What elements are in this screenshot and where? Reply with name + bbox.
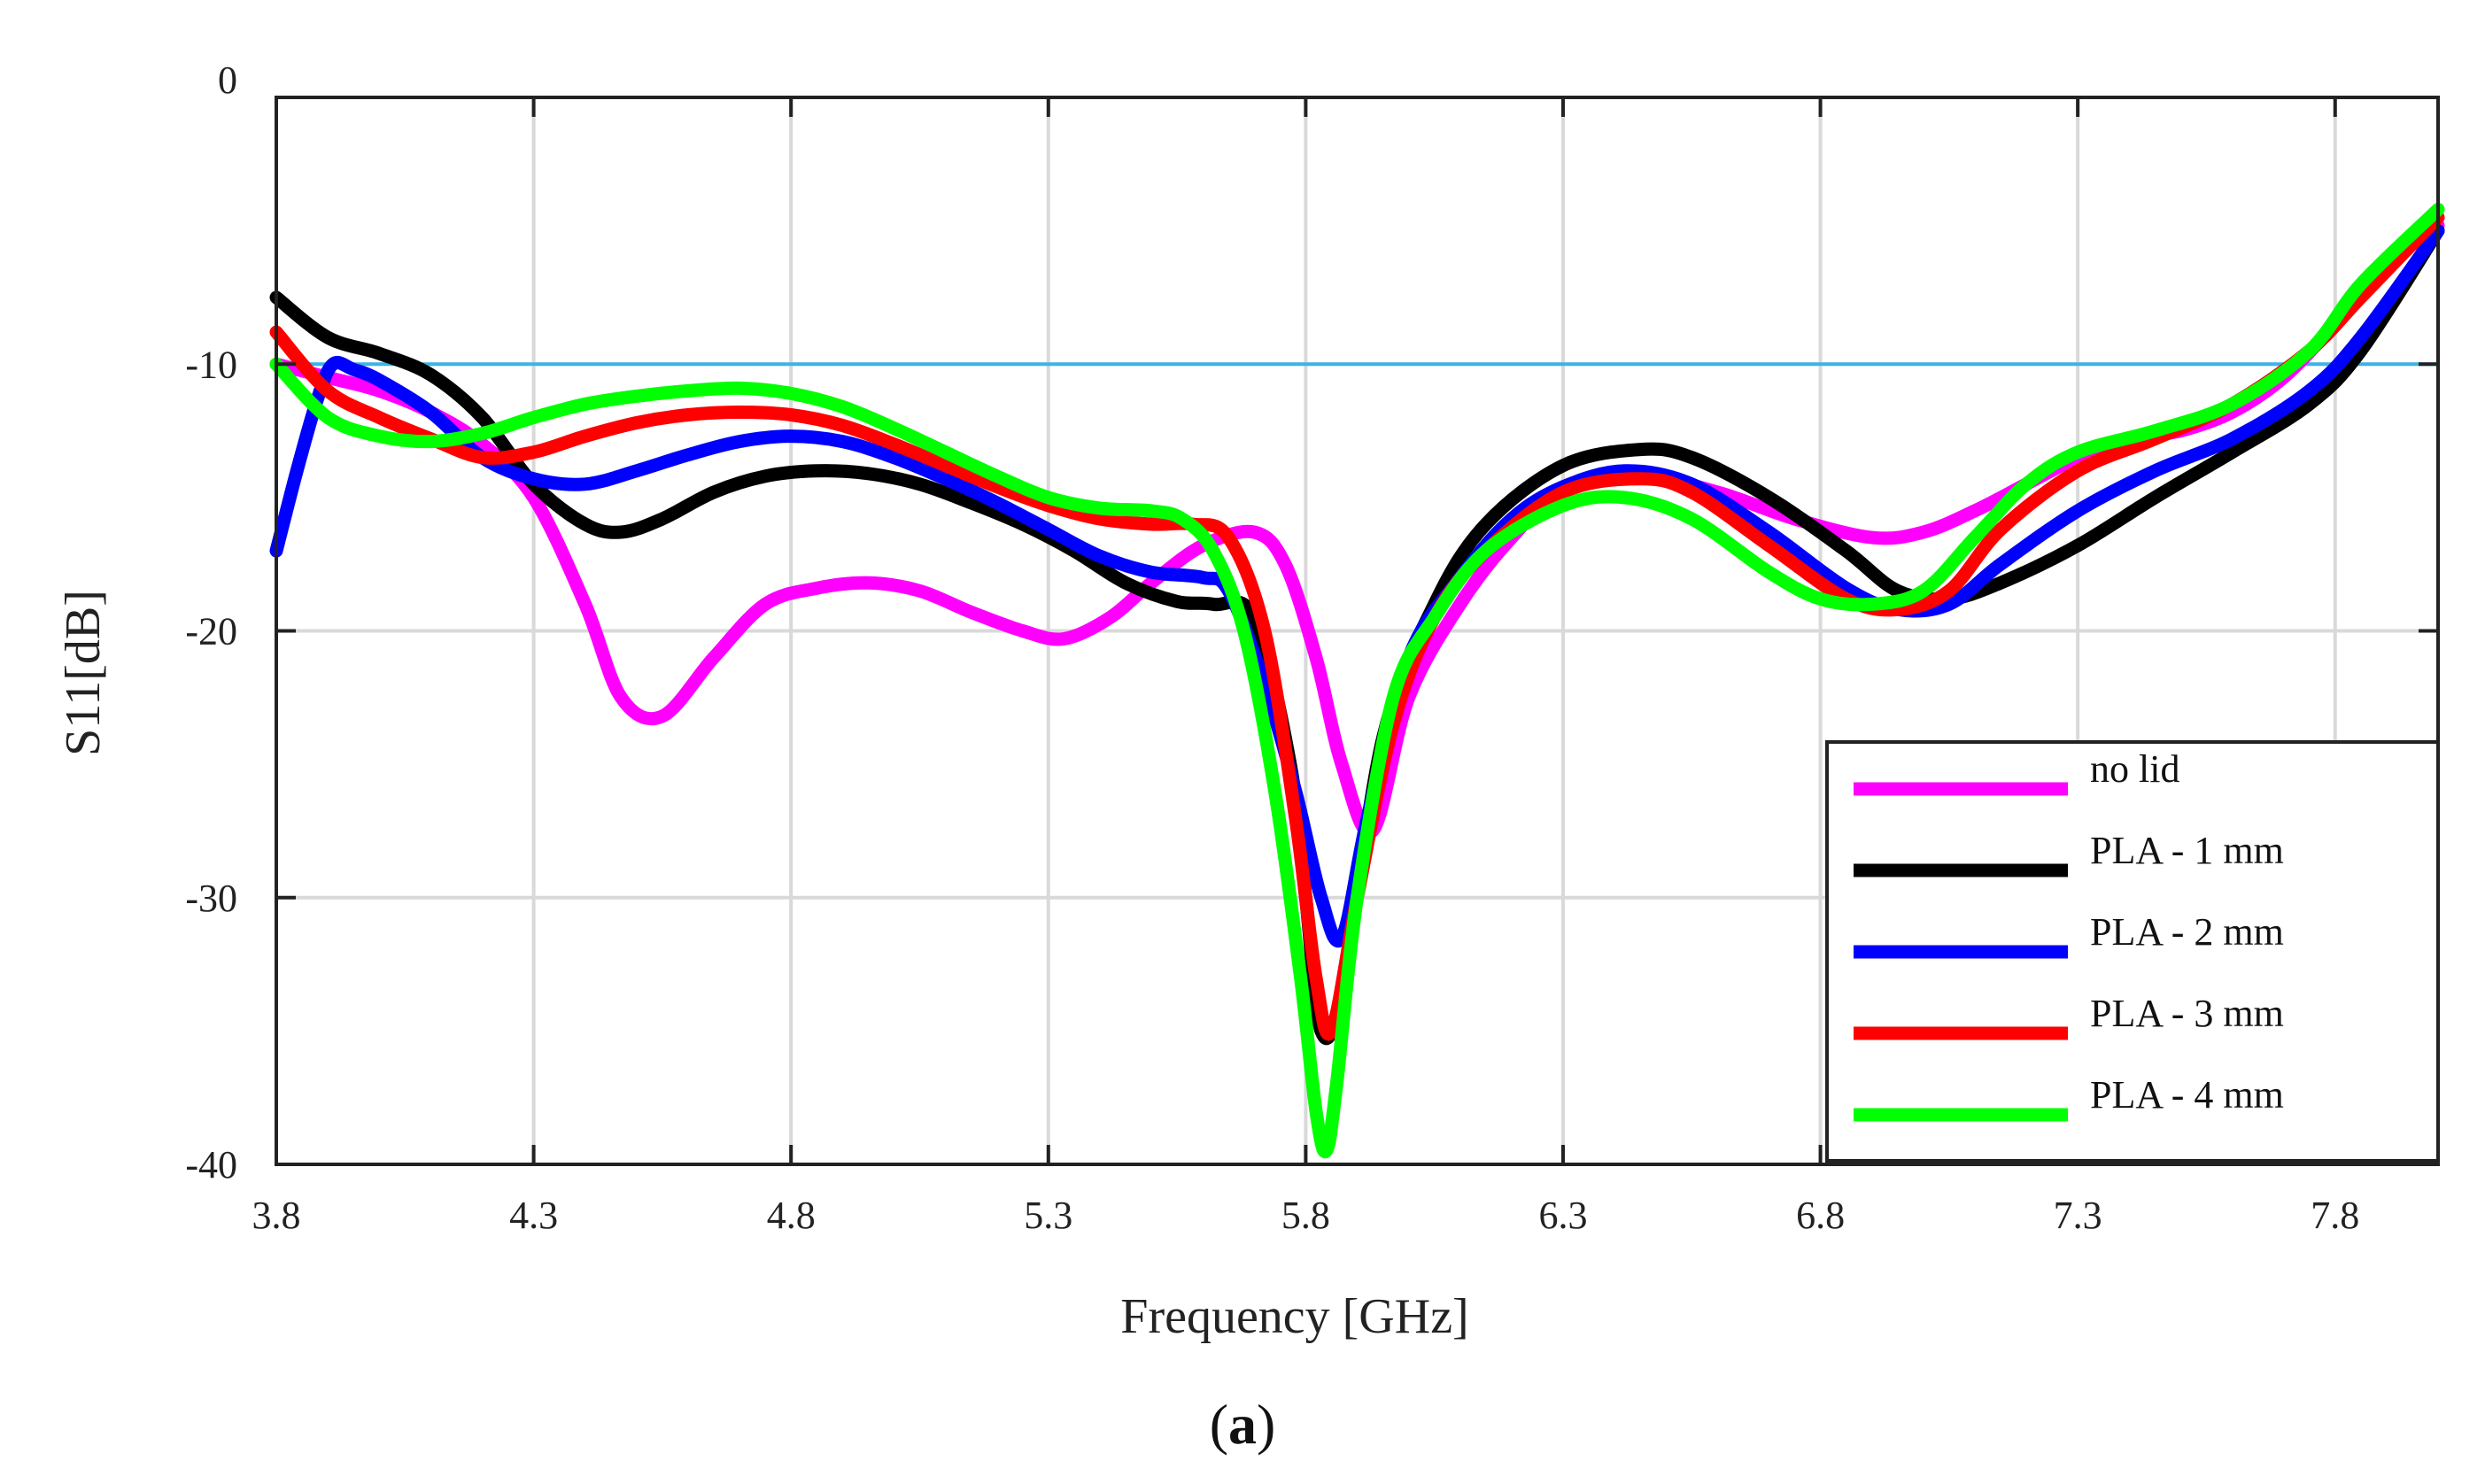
series-line-4 — [269, 211, 2445, 1041]
legend-label-1: no lid — [2090, 747, 2179, 791]
y-axis-title: S11[dB] — [56, 590, 111, 756]
y-tick-label: -40 — [185, 1143, 237, 1186]
x-tick-labels: 3.8 4.3 4.8 5.3 5.8 6.3 6.8 7.3 7.8 — [252, 1194, 2360, 1237]
legend-label-5: PLA - 4 mm — [2090, 1073, 2284, 1117]
y-tick-label: 0 — [218, 58, 237, 102]
axis-ticks — [275, 96, 2438, 1166]
x-tick-label: 6.8 — [1796, 1194, 1845, 1237]
caption-close-paren: ) — [1257, 1393, 1275, 1456]
x-tick-label: 5.8 — [1281, 1194, 1330, 1237]
y-tick-labels: 0 -10 -20 -30 -40 — [185, 58, 237, 1186]
caption-letter: a — [1228, 1393, 1257, 1456]
x-tick-label: 4.3 — [509, 1194, 558, 1237]
x-tick-label: 4.8 — [767, 1194, 816, 1237]
x-tick-label: 7.3 — [2054, 1194, 2102, 1237]
x-tick-label: 3.8 — [252, 1194, 301, 1237]
y-tick-label: -30 — [185, 877, 237, 920]
caption-open-paren: ( — [1210, 1393, 1228, 1456]
legend-label-4: PLA - 3 mm — [2090, 992, 2284, 1035]
legend-label-3: PLA - 2 mm — [2090, 910, 2284, 954]
x-tick-label: 7.8 — [2311, 1194, 2359, 1237]
legend-label-2: PLA - 1 mm — [2090, 829, 2284, 872]
series-line-5 — [269, 203, 2445, 1159]
y-tick-label: -20 — [185, 610, 237, 653]
y-tick-label: -10 — [185, 343, 237, 386]
x-tick-label: 6.3 — [1538, 1194, 1587, 1237]
series-group — [269, 203, 2445, 1159]
x-axis-title: Frequency [GHz] — [1120, 1289, 1468, 1344]
x-tick-label: 5.3 — [1024, 1194, 1072, 1237]
figure-caption: (a) — [1210, 1393, 1276, 1456]
legend: no lid PLA - 1 mm PLA - 2 mm PLA - 3 mm PLA … — [1825, 740, 2440, 1163]
